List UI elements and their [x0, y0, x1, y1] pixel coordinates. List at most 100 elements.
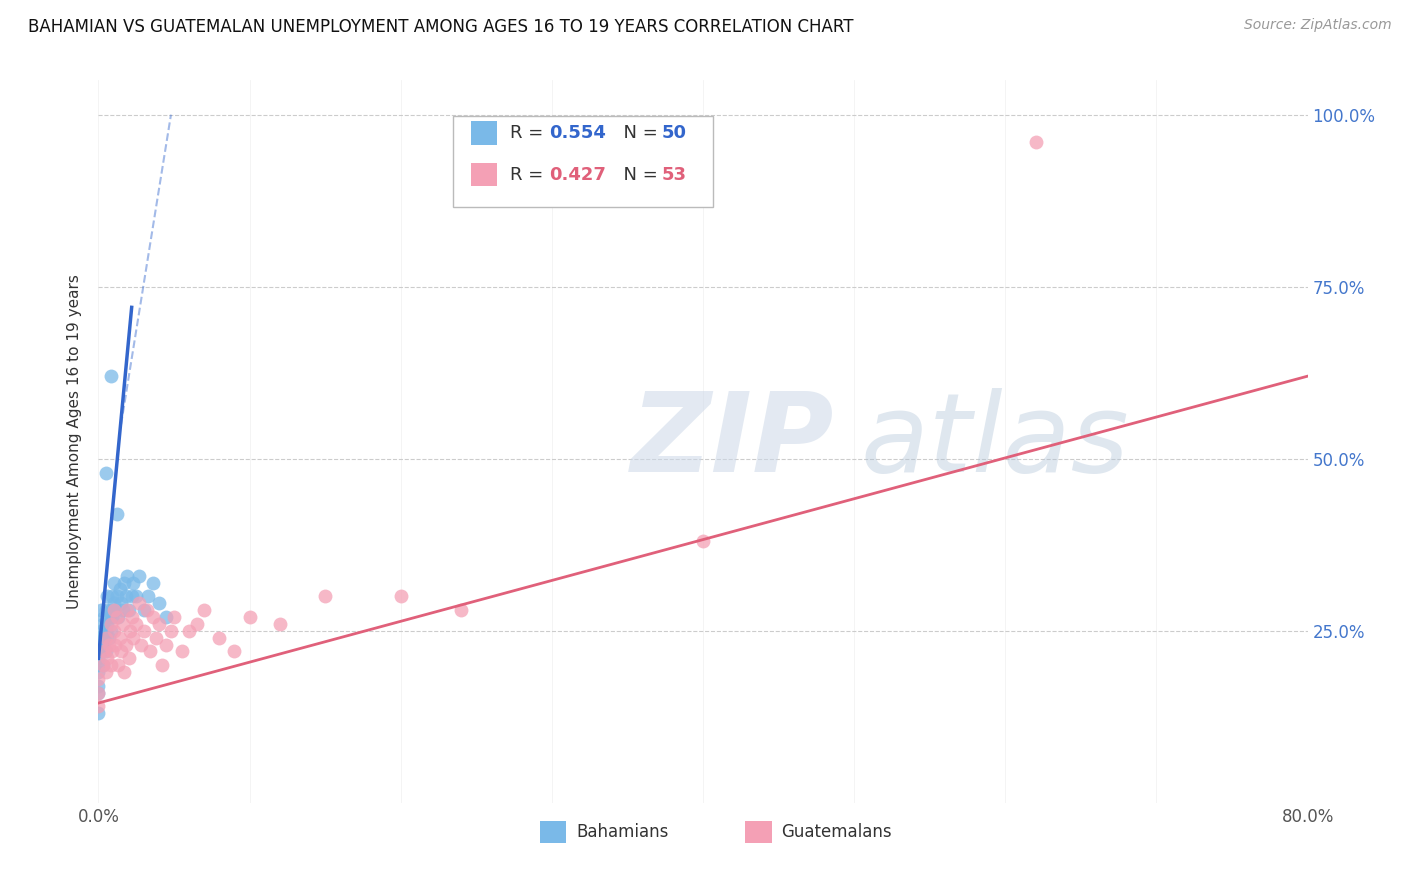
Point: [128, 596, 150, 610]
Text: Guatemalans: Guatemalans: [782, 822, 893, 840]
FancyBboxPatch shape: [471, 121, 498, 145]
Point: [87, 665, 110, 679]
Point: [87, 644, 110, 658]
Point: [128, 568, 150, 582]
Point: [125, 590, 148, 604]
Text: N =: N =: [613, 166, 664, 184]
Point: [155, 638, 177, 652]
Point: [87, 651, 110, 665]
Point: [179, 624, 201, 638]
Point: [314, 590, 336, 604]
Point: [93, 610, 115, 624]
Text: N =: N =: [613, 124, 664, 142]
Point: [115, 568, 138, 582]
Point: [150, 658, 173, 673]
Point: [139, 644, 162, 658]
Point: [160, 624, 183, 638]
Point: [104, 603, 127, 617]
Point: [87, 679, 110, 693]
Point: [93, 631, 115, 645]
Point: [96, 651, 118, 665]
Point: [87, 706, 110, 721]
Point: [163, 610, 186, 624]
Point: [269, 616, 291, 631]
Point: [208, 631, 231, 645]
Point: [224, 644, 246, 658]
Point: [105, 610, 128, 624]
Text: R =: R =: [509, 124, 548, 142]
FancyBboxPatch shape: [471, 163, 498, 186]
Point: [389, 590, 412, 604]
Y-axis label: Unemployment Among Ages 16 to 19 years: Unemployment Among Ages 16 to 19 years: [67, 274, 83, 609]
Point: [122, 631, 145, 645]
Point: [101, 644, 124, 658]
Point: [107, 658, 129, 673]
Point: [90, 644, 112, 658]
Point: [148, 596, 170, 610]
Point: [111, 616, 134, 631]
Point: [121, 590, 143, 604]
Point: [103, 603, 125, 617]
Point: [132, 624, 155, 638]
Point: [90, 603, 112, 617]
Point: [107, 610, 129, 624]
Point: [94, 644, 117, 658]
Point: [87, 699, 110, 714]
Point: [108, 582, 131, 597]
Point: [87, 658, 110, 673]
Point: [142, 610, 165, 624]
Text: 0.554: 0.554: [550, 124, 606, 142]
Point: [98, 631, 121, 645]
Text: 53: 53: [662, 166, 688, 184]
Point: [111, 603, 134, 617]
Point: [94, 466, 117, 480]
Point: [87, 672, 110, 686]
Text: BAHAMIAN VS GUATEMALAN UNEMPLOYMENT AMONG AGES 16 TO 19 YEARS CORRELATION CHART: BAHAMIAN VS GUATEMALAN UNEMPLOYMENT AMON…: [28, 18, 853, 36]
Point: [100, 624, 122, 638]
Point: [112, 665, 135, 679]
Point: [100, 603, 122, 617]
Point: [1024, 135, 1046, 149]
Point: [105, 507, 128, 521]
Point: [101, 590, 124, 604]
Point: [103, 596, 125, 610]
Text: ZIP: ZIP: [630, 388, 834, 495]
Point: [110, 596, 132, 610]
Point: [170, 644, 193, 658]
Point: [125, 616, 148, 631]
Point: [91, 616, 114, 631]
Point: [98, 638, 121, 652]
Point: [96, 590, 118, 604]
Point: [136, 590, 159, 604]
Point: [120, 624, 142, 638]
Text: atlas: atlas: [860, 388, 1129, 495]
Point: [87, 686, 110, 700]
Point: [94, 603, 117, 617]
Point: [90, 624, 112, 638]
Point: [100, 369, 122, 384]
Text: R =: R =: [509, 166, 548, 184]
Point: [122, 575, 145, 590]
Point: [104, 638, 127, 652]
Point: [450, 603, 472, 617]
Point: [98, 610, 121, 624]
Point: [87, 686, 110, 700]
Point: [103, 624, 125, 638]
Point: [91, 658, 114, 673]
Text: Bahamians: Bahamians: [576, 822, 668, 840]
FancyBboxPatch shape: [540, 821, 567, 843]
Point: [155, 610, 177, 624]
Point: [91, 638, 114, 652]
Point: [110, 644, 132, 658]
Point: [114, 590, 136, 604]
Point: [118, 603, 141, 617]
Point: [193, 603, 215, 617]
Point: [91, 658, 114, 673]
Point: [103, 575, 125, 590]
Point: [115, 603, 138, 617]
Point: [100, 616, 122, 631]
Text: 50: 50: [662, 124, 688, 142]
Point: [87, 631, 110, 645]
Point: [108, 631, 131, 645]
Point: [132, 603, 155, 617]
